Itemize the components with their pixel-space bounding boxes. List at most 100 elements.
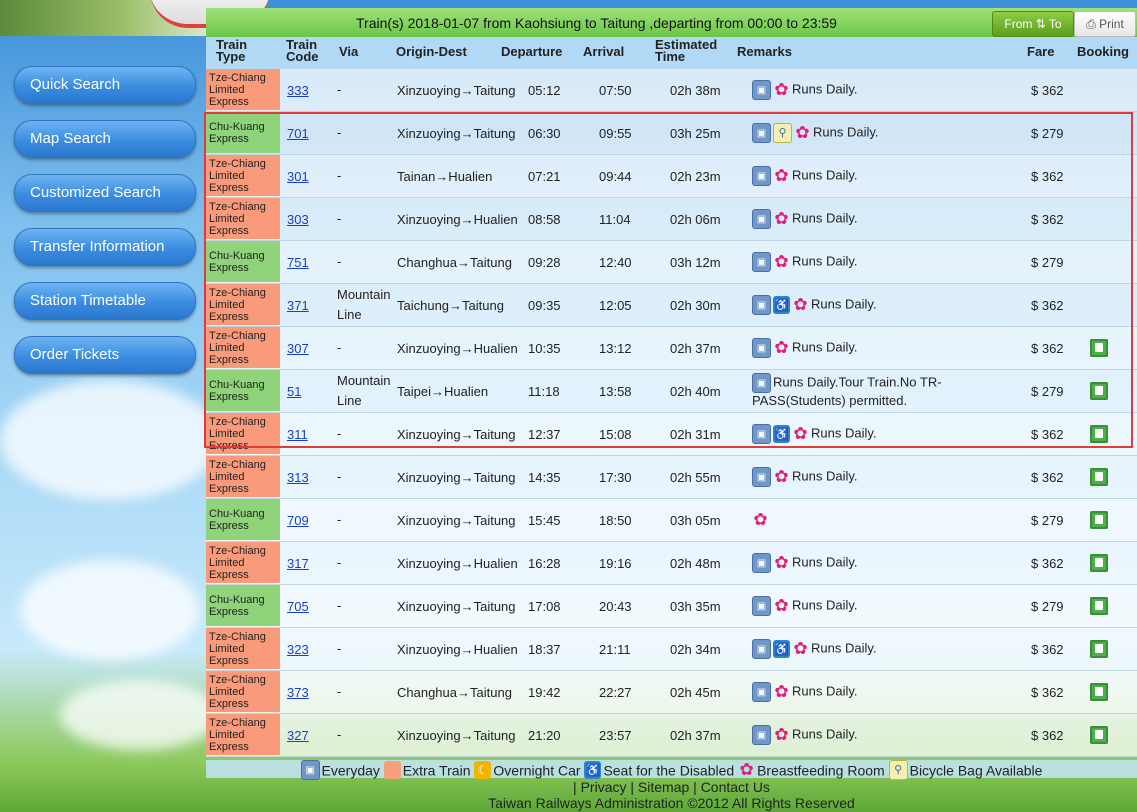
remarks-content: Runs Daily. <box>752 252 858 272</box>
origin-dest-cell: Xinzuoying→Taitung <box>397 598 516 614</box>
departure-cell: 14:35 <box>528 469 561 485</box>
origin-dest-cell: Taipei→Hualien <box>397 383 489 399</box>
book-ticket-icon[interactable] <box>1090 640 1108 658</box>
booking-cell <box>1090 714 1108 756</box>
arrival-cell: 17:30 <box>599 469 632 485</box>
col-train-type: Train Type <box>216 37 248 64</box>
book-ticket-icon[interactable] <box>1090 339 1108 357</box>
remarks-content: Runs Daily.Tour Train.No TR-PASS(Student… <box>752 373 982 409</box>
breastfeeding-room-icon <box>773 210 790 228</box>
estimated-time-cell: 02h 48m <box>670 555 721 571</box>
map-search-button[interactable]: Map Search <box>14 120 196 158</box>
book-ticket-icon[interactable] <box>1090 597 1108 615</box>
background-cloud <box>20 560 200 660</box>
bicycle-bag-icon <box>773 123 792 143</box>
everyday-icon <box>752 553 771 573</box>
book-ticket-icon[interactable] <box>1090 468 1108 486</box>
remarks-content: Runs Daily. <box>752 80 858 100</box>
sitemap-link[interactable]: Sitemap <box>637 779 690 795</box>
train-code-link[interactable]: 327 <box>287 727 309 743</box>
book-ticket-icon[interactable] <box>1090 425 1108 443</box>
disabled-seat-icon <box>773 296 790 314</box>
table-row: Chu-Kuang Express 701 - Xinzuoying→Taitung 0… <box>206 112 1137 155</box>
train-code-link[interactable]: 51 <box>287 383 302 399</box>
everyday-icon <box>752 295 771 315</box>
breastfeeding-room-icon <box>773 81 790 99</box>
train-code-cell: 327 <box>287 714 309 756</box>
train-code-link[interactable]: 323 <box>287 641 309 657</box>
col-via: Via <box>339 44 359 59</box>
fare-cell: $ 362 <box>1031 211 1064 227</box>
estimated-time-cell: 02h 37m <box>670 340 721 356</box>
print-button[interactable]: ⎙ Print <box>1074 11 1136 37</box>
contact-us-link[interactable]: Contact Us <box>700 779 770 795</box>
remark-text: Runs Daily. <box>811 640 877 656</box>
fare-cell: $ 362 <box>1031 727 1064 743</box>
estimated-time-cell: 02h 45m <box>670 684 721 700</box>
train-code-link[interactable]: 303 <box>287 211 309 227</box>
booking-cell <box>1090 499 1108 541</box>
quick-search-button[interactable]: Quick Search <box>14 66 196 104</box>
remarks-content: Runs Daily. <box>752 639 877 659</box>
via-cell: - <box>337 469 342 484</box>
train-code-link[interactable]: 317 <box>287 555 309 571</box>
customized-search-button[interactable]: Customized Search <box>14 174 196 212</box>
order-tickets-button[interactable]: Order Tickets <box>14 336 196 374</box>
disabled-seat-icon <box>584 761 602 780</box>
departure-cell: 19:42 <box>528 684 561 700</box>
bicycle-bag-icon <box>888 760 908 781</box>
train-code-link[interactable]: 333 <box>287 82 309 98</box>
estimated-time-cell: 02h 40m <box>670 383 721 399</box>
everyday-icon <box>752 725 771 745</box>
results-title-bar: Train(s) 2018-01-07 from Kaohsiung to Ta… <box>206 8 1137 37</box>
remarks-cell: Runs Daily. <box>752 671 982 713</box>
train-code-cell: 751 <box>287 241 309 283</box>
booking-cell <box>1090 327 1108 369</box>
station-timetable-button[interactable]: Station Timetable <box>14 282 196 320</box>
book-ticket-icon[interactable] <box>1090 554 1108 572</box>
everyday-icon <box>752 80 771 100</box>
train-code-link[interactable]: 373 <box>287 684 309 700</box>
footer-links: | Privacy | Sitemap | Contact Us <box>573 779 770 795</box>
breastfeeding-room-icon <box>773 683 790 701</box>
privacy-link[interactable]: Privacy <box>580 779 627 795</box>
everyday-icon <box>752 338 771 358</box>
remarks-content: Runs Daily. <box>752 295 877 315</box>
arrival-cell: 09:44 <box>599 168 632 184</box>
train-code-cell: 301 <box>287 155 309 197</box>
train-code-link[interactable]: 311 <box>287 426 308 442</box>
book-ticket-icon[interactable] <box>1090 726 1108 744</box>
printer-icon: ⎙ <box>1086 17 1100 31</box>
origin-dest-cell: Taichung→Taitung <box>397 297 504 313</box>
book-ticket-icon[interactable] <box>1090 382 1108 400</box>
table-row: Tze-Chiang Limited Express 373 - Changhua→T… <box>206 671 1137 714</box>
estimated-time-cell: 02h 55m <box>670 469 721 485</box>
legend-everyday: Everyday <box>321 762 380 779</box>
remark-text: Runs Daily. <box>792 468 858 484</box>
train-code-link[interactable]: 307 <box>287 340 309 356</box>
arrival-cell: 22:27 <box>599 684 632 700</box>
swap-from-to-button[interactable]: From ⇅ To <box>992 11 1074 37</box>
train-code-link[interactable]: 701 <box>287 125 309 141</box>
remarks-cell: Runs Daily. <box>752 327 982 369</box>
remark-text: Runs Daily. <box>792 210 858 226</box>
departure-cell: 21:20 <box>528 727 561 743</box>
transfer-information-button[interactable]: Transfer Information <box>14 228 196 266</box>
everyday-icon <box>752 682 771 702</box>
breastfeeding-room-icon <box>752 511 769 529</box>
train-code-link[interactable]: 709 <box>287 512 309 528</box>
print-label: Print <box>1099 17 1124 31</box>
origin-dest-cell: Xinzuoying→Hualien <box>397 211 518 227</box>
book-ticket-icon[interactable] <box>1090 683 1108 701</box>
overnight-car-icon <box>474 761 492 780</box>
train-code-cell: 51 <box>287 370 301 412</box>
legend-extra: Extra Train <box>402 762 471 779</box>
table-row: Chu-Kuang Express 751 - Changhua→Taitung 09:… <box>206 241 1137 284</box>
train-code-link[interactable]: 705 <box>287 598 309 614</box>
train-code-link[interactable]: 371 <box>287 297 309 313</box>
train-code-link[interactable]: 751 <box>287 254 309 270</box>
book-ticket-icon[interactable] <box>1090 511 1108 529</box>
train-code-link[interactable]: 301 <box>287 168 309 184</box>
train-code-link[interactable]: 313 <box>287 469 309 485</box>
origin-dest-cell: Xinzuoying→Taitung <box>397 125 516 141</box>
